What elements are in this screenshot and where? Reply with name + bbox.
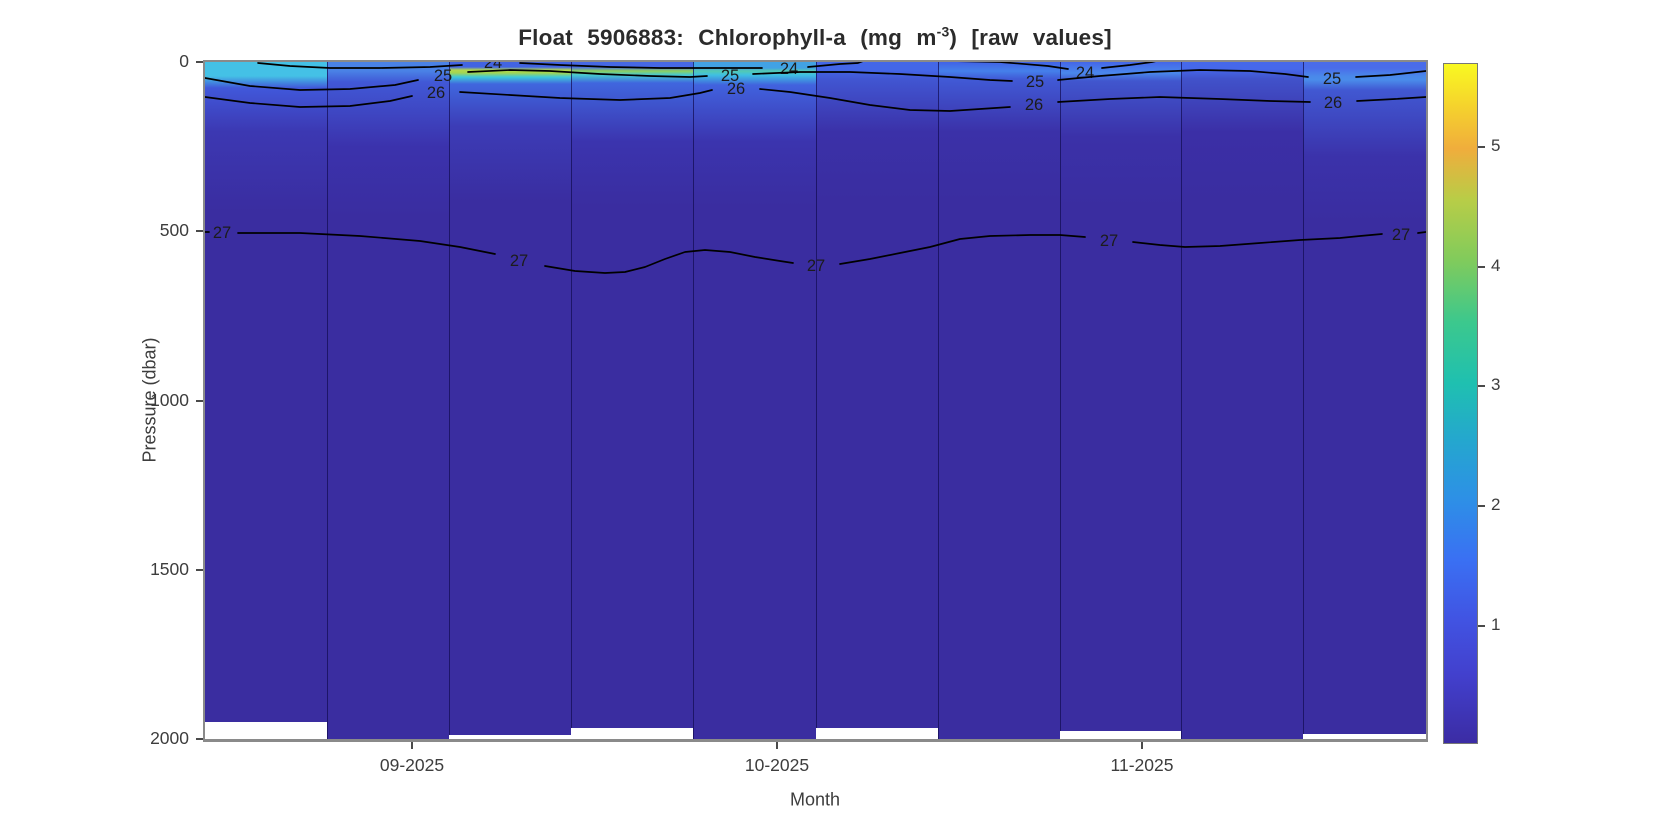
x-tick-mark	[411, 742, 413, 749]
colorbar-tick-label: 1	[1491, 614, 1501, 634]
contour-label-27: 27	[213, 224, 231, 242]
colorbar-tick-mark	[1478, 265, 1485, 268]
axis-bottom	[203, 739, 1428, 742]
colorbar-tick-label: 4	[1491, 255, 1501, 275]
missing-data-notch	[571, 728, 693, 739]
y-tick-mark	[196, 399, 203, 402]
colorbar-tick-mark	[1478, 505, 1485, 508]
contour-label-27: 27	[1100, 232, 1118, 250]
colorbar-tick-label: 3	[1491, 375, 1501, 395]
y-tick-mark	[196, 568, 203, 571]
profile-boundary-line	[1303, 62, 1304, 739]
profile-boundary-line	[938, 62, 939, 739]
y-tick-label: 1000	[150, 389, 189, 410]
x-tick-label: 09-2025	[379, 755, 445, 775]
chart-title-text: Float 5906883: Chlorophyll-a (mg m	[518, 24, 937, 50]
chart-title: Float 5906883: Chlorophyll-a (mg m-3) [r…	[518, 23, 1112, 51]
contour-line-24	[257, 62, 463, 69]
y-tick-mark	[196, 738, 203, 740]
contour-line-27	[1132, 233, 1383, 248]
missing-data-notch	[1303, 734, 1426, 739]
missing-data-notch	[1060, 731, 1181, 739]
contour-line-26	[1057, 96, 1311, 103]
profile-boundary-line	[1060, 62, 1061, 739]
heatmap-column-2	[449, 62, 571, 739]
contour-line-25	[752, 71, 1013, 82]
profile-boundary-line	[327, 62, 328, 739]
colorbar-tick-mark	[1478, 385, 1485, 388]
contour-label-27: 27	[1392, 226, 1410, 244]
profile-boundary-line	[449, 62, 450, 739]
y-tick-label: 2000	[150, 728, 189, 748]
colorbar-tick-mark	[1478, 145, 1485, 148]
contour-label-25: 25	[1323, 70, 1341, 88]
x-axis-label: Month	[789, 789, 841, 810]
heatmap-column-5	[816, 62, 938, 739]
heatmap-column-0	[205, 62, 327, 739]
heatmap-column-7	[1060, 62, 1181, 739]
contour-label-24: 24	[780, 62, 798, 78]
contour-line-26	[205, 95, 413, 108]
contour-label-25: 25	[721, 67, 739, 85]
contour-label-27: 27	[807, 257, 825, 275]
colorbar-tick-label: 5	[1491, 135, 1501, 155]
missing-data-notch	[205, 722, 327, 739]
heatmap-column-6	[938, 62, 1060, 739]
contour-label-24: 24	[484, 62, 502, 72]
contour-line-26	[1356, 96, 1426, 102]
contour-label-27: 27	[510, 252, 528, 270]
axis-top	[203, 60, 1428, 62]
profile-boundary-line	[1181, 62, 1182, 739]
contour-label-26: 26	[727, 80, 745, 98]
profile-boundary-line	[693, 62, 694, 739]
heatmap-plot-area: 24 24 24 25 25 25 25 26 26 26 26 27 27 27 27 27	[205, 62, 1426, 739]
y-tick-label: 500	[159, 220, 189, 241]
contour-line-26	[759, 88, 1011, 112]
contour-line-27	[1417, 231, 1426, 234]
contour-line-24	[519, 62, 763, 69]
contour-line-25	[205, 77, 419, 91]
x-tick-label: 10-2025	[744, 755, 810, 775]
axis-right	[1426, 60, 1428, 741]
missing-data-notch	[449, 735, 571, 739]
missing-data-notch	[816, 728, 938, 739]
contour-label-26: 26	[1324, 94, 1342, 112]
contour-line-27	[237, 232, 496, 255]
contour-line-27	[839, 234, 1086, 265]
y-tick-mark	[196, 61, 203, 63]
contour-line-25	[1057, 69, 1309, 81]
heatmap-column-3	[571, 62, 693, 739]
contour-line-25	[467, 69, 708, 78]
contour-line-24	[1101, 62, 1156, 69]
chart-title-suffix: ) [raw values]	[949, 24, 1112, 50]
profile-boundary-line	[816, 62, 817, 739]
contour-label-25: 25	[1026, 73, 1044, 91]
colorbar	[1443, 63, 1478, 744]
heatmap-column-9	[1303, 62, 1426, 739]
x-tick-mark	[776, 742, 778, 749]
axis-left	[203, 60, 205, 741]
heatmap-column-8	[1181, 62, 1303, 739]
colorbar-tick-mark	[1478, 624, 1485, 627]
contour-line-24	[807, 62, 1069, 70]
contour-line-26	[459, 89, 713, 101]
contour-line-25	[1355, 70, 1426, 78]
heatmap-column-1	[327, 62, 449, 739]
y-tick-mark	[196, 230, 203, 233]
contour-label-26: 26	[427, 84, 445, 102]
x-tick-label: 11-2025	[1110, 755, 1174, 775]
y-tick-label: 1500	[150, 558, 189, 579]
x-tick-mark	[1141, 742, 1143, 749]
y-tick-label: 0	[179, 51, 189, 71]
contour-label-24: 24	[1076, 64, 1094, 82]
colorbar-tick-label: 2	[1491, 495, 1501, 515]
contour-line-27	[544, 249, 794, 274]
contour-label-26: 26	[1025, 96, 1043, 114]
profile-boundary-line	[571, 62, 572, 739]
contour-label-25: 25	[434, 67, 452, 85]
chart-title-superscript: -3	[936, 23, 950, 40]
heatmap-column-4	[693, 62, 816, 739]
